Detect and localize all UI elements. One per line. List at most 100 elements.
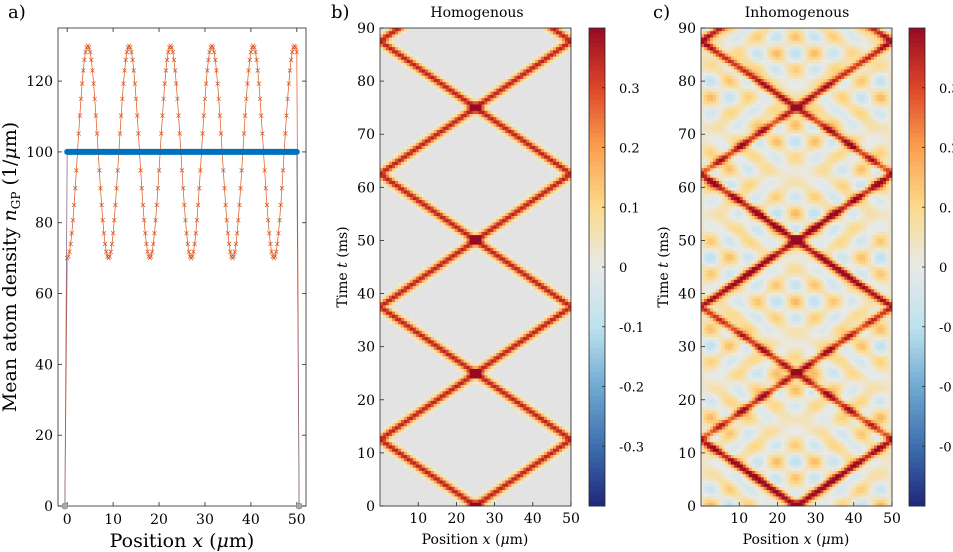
heatmap-cell — [388, 59, 393, 64]
heatmap-cell — [469, 123, 473, 128]
heatmap-cell — [388, 155, 393, 160]
heatmap-cell — [481, 88, 485, 93]
heatmap-cell — [559, 209, 563, 214]
heatmap-cell — [397, 145, 402, 150]
heatmap-cell — [514, 145, 518, 150]
heatmap-cell — [472, 114, 476, 118]
heatmap-cell — [520, 133, 524, 137]
heatmap-cell — [454, 47, 458, 51]
heatmap-cell — [562, 40, 566, 45]
heatmap-cell — [406, 142, 411, 147]
heatmap-cell — [427, 241, 432, 246]
heatmap-cell — [424, 117, 429, 121]
heatmap-cell — [529, 72, 533, 77]
heatmap-cell — [424, 216, 429, 220]
heatmap-cell — [388, 43, 393, 48]
heatmap-cell — [394, 247, 399, 252]
data-point-inhomogeneous — [207, 49, 212, 55]
heatmap-cell — [451, 85, 456, 89]
heatmap-cell — [406, 88, 411, 93]
heatmap-cell — [496, 139, 500, 144]
heatmap-cell — [568, 247, 572, 252]
heatmap-cell — [529, 43, 533, 48]
heatmap-cell — [466, 40, 470, 45]
heatmap-cell — [523, 216, 527, 220]
data-point-inhomogeneous — [153, 217, 158, 223]
heatmap-cell — [493, 165, 497, 169]
heatmap-cell — [499, 251, 503, 255]
heatmap-cell — [445, 155, 450, 160]
heatmap-cell — [463, 78, 467, 83]
heatmap-cell — [415, 34, 420, 38]
heatmap-cell — [529, 171, 533, 175]
heatmap-cell — [421, 222, 426, 226]
heatmap-cell — [445, 31, 450, 35]
heatmap-cell — [505, 114, 509, 118]
heatmap-cell — [463, 212, 467, 217]
heatmap-cell — [436, 139, 441, 144]
heatmap-cell — [436, 149, 441, 153]
heatmap-cell — [535, 238, 539, 242]
heatmap-cell — [385, 72, 390, 77]
heatmap-cell — [565, 72, 569, 77]
heatmap-cell — [400, 53, 405, 58]
heatmap-cell — [532, 222, 536, 226]
heatmap-cell — [445, 75, 450, 80]
heatmap-cell — [472, 133, 476, 137]
heatmap-cell — [529, 133, 533, 137]
heatmap-cell — [385, 251, 390, 255]
data-point-inhomogeneous — [275, 241, 280, 247]
heatmap-cell — [415, 126, 420, 131]
heatmap-cell — [409, 257, 414, 262]
heatmap-cell — [553, 145, 557, 150]
heatmap-cell — [511, 101, 515, 105]
heatmap-cell — [403, 50, 408, 54]
heatmap-cell — [466, 209, 470, 214]
heatmap-cell — [541, 149, 545, 153]
heatmap-cell — [547, 187, 551, 191]
heatmap-cell — [412, 260, 417, 265]
heatmap-cell — [418, 139, 423, 144]
heatmap-cell — [448, 88, 453, 93]
data-point-inhomogeneous — [193, 231, 199, 236]
heatmap-cell — [484, 235, 488, 239]
heatmap-cell — [445, 120, 450, 124]
heatmap-cell — [526, 69, 530, 74]
heatmap-cell — [415, 85, 420, 89]
heatmap-cell — [385, 190, 390, 195]
heatmap-cell — [544, 123, 548, 128]
heatmap-cell — [553, 161, 557, 166]
heatmap-cell — [403, 28, 408, 32]
heatmap-cell — [499, 180, 503, 185]
heatmap-cell — [454, 177, 458, 182]
heatmap-cell — [442, 82, 447, 86]
heatmap-cell — [394, 129, 399, 134]
data-point-inhomogeneous — [252, 45, 257, 50]
heatmap-cell — [478, 225, 482, 230]
heatmap-cell — [463, 161, 467, 166]
heatmap-cell — [514, 133, 518, 137]
heatmap-cell — [412, 69, 417, 74]
heatmap-cell — [388, 209, 393, 214]
heatmap-cell — [565, 53, 569, 58]
heatmap-cell — [472, 231, 476, 236]
heatmap-cell — [466, 88, 470, 93]
heatmap-cell — [490, 69, 494, 74]
heatmap-cell — [562, 37, 566, 42]
heatmap-cell — [442, 142, 447, 147]
heatmap-cell — [493, 98, 497, 102]
heatmap-cell — [409, 126, 414, 131]
heatmap-cell — [400, 37, 405, 42]
heatmap-cell — [380, 193, 384, 198]
heatmap-cell — [427, 203, 432, 207]
heatmap-cell — [568, 206, 572, 211]
heatmap-cell — [412, 120, 417, 124]
heatmap-cell — [436, 133, 441, 137]
heatmap-cell — [406, 177, 411, 182]
heatmap-cell — [391, 200, 396, 204]
heatmap-cell — [490, 206, 494, 211]
heatmap-cell — [430, 200, 435, 204]
heatmap-cell — [475, 161, 479, 166]
heatmap-cell — [523, 69, 527, 74]
heatmap-cell — [568, 244, 572, 249]
